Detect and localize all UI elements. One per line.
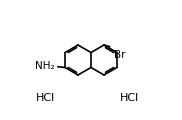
Text: HCl: HCl xyxy=(120,93,139,102)
Text: NH₂: NH₂ xyxy=(35,61,54,71)
Text: HCl: HCl xyxy=(36,93,56,102)
Text: Br: Br xyxy=(114,50,125,60)
